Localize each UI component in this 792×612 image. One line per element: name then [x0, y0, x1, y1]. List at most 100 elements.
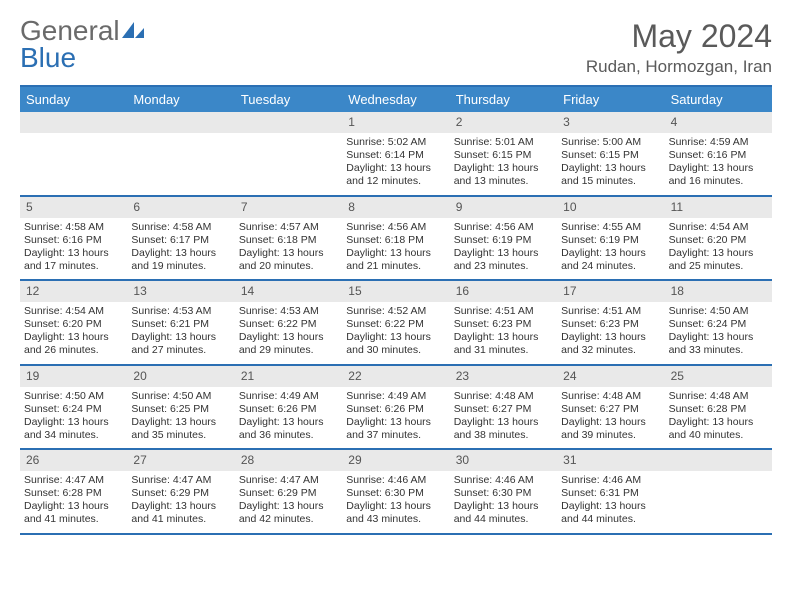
day-number: 18	[665, 281, 772, 302]
day-number: 5	[20, 197, 127, 218]
sunset-line: Sunset: 6:20 PM	[669, 234, 768, 247]
day-number-empty	[665, 450, 772, 471]
day-number: 14	[235, 281, 342, 302]
day-cell: 10Sunrise: 4:55 AMSunset: 6:19 PMDayligh…	[557, 197, 664, 280]
day-number: 1	[342, 112, 449, 133]
day-number: 24	[557, 366, 664, 387]
header: GeneralBlue May 2024 Rudan, Hormozgan, I…	[20, 18, 772, 77]
week-row: 1Sunrise: 5:02 AMSunset: 6:14 PMDaylight…	[20, 112, 772, 197]
sunrise-line: Sunrise: 4:57 AM	[239, 221, 338, 234]
day-cell: 16Sunrise: 4:51 AMSunset: 6:23 PMDayligh…	[450, 281, 557, 364]
sunrise-line: Sunrise: 4:59 AM	[669, 136, 768, 149]
daylight-line: Daylight: 13 hours and 29 minutes.	[239, 331, 338, 357]
logo-sail-icon	[120, 18, 146, 38]
day-number: 6	[127, 197, 234, 218]
day-number: 29	[342, 450, 449, 471]
sunrise-line: Sunrise: 4:53 AM	[131, 305, 230, 318]
day-header: Monday	[127, 87, 234, 112]
daylight-line: Daylight: 13 hours and 26 minutes.	[24, 331, 123, 357]
day-number: 30	[450, 450, 557, 471]
sunrise-line: Sunrise: 4:47 AM	[239, 474, 338, 487]
day-cell	[20, 112, 127, 195]
sunset-line: Sunset: 6:22 PM	[239, 318, 338, 331]
weeks-container: 1Sunrise: 5:02 AMSunset: 6:14 PMDaylight…	[20, 112, 772, 535]
sunrise-line: Sunrise: 4:47 AM	[24, 474, 123, 487]
day-number: 11	[665, 197, 772, 218]
day-number: 17	[557, 281, 664, 302]
day-cell: 6Sunrise: 4:58 AMSunset: 6:17 PMDaylight…	[127, 197, 234, 280]
day-number: 20	[127, 366, 234, 387]
day-cell: 17Sunrise: 4:51 AMSunset: 6:23 PMDayligh…	[557, 281, 664, 364]
day-header-row: Sunday Monday Tuesday Wednesday Thursday…	[20, 87, 772, 112]
daylight-line: Daylight: 13 hours and 44 minutes.	[561, 500, 660, 526]
sunset-line: Sunset: 6:24 PM	[669, 318, 768, 331]
title-month: May 2024	[586, 18, 772, 55]
daylight-line: Daylight: 13 hours and 39 minutes.	[561, 416, 660, 442]
sunrise-line: Sunrise: 4:48 AM	[454, 390, 553, 403]
day-number-empty	[235, 112, 342, 133]
sunset-line: Sunset: 6:28 PM	[24, 487, 123, 500]
day-cell: 22Sunrise: 4:49 AMSunset: 6:26 PMDayligh…	[342, 366, 449, 449]
day-cell: 7 Sunrise: 4:57 AMSunset: 6:18 PMDaylight…	[235, 197, 342, 280]
sunrise-line: Sunrise: 4:54 AM	[669, 221, 768, 234]
sunrise-line: Sunrise: 4:58 AM	[24, 221, 123, 234]
sunset-line: Sunset: 6:18 PM	[346, 234, 445, 247]
day-header: Friday	[557, 87, 664, 112]
sunset-line: Sunset: 6:25 PM	[131, 403, 230, 416]
daylight-line: Daylight: 13 hours and 41 minutes.	[131, 500, 230, 526]
daylight-line: Daylight: 13 hours and 13 minutes.	[454, 162, 553, 188]
logo: GeneralBlue	[20, 18, 146, 71]
sunrise-line: Sunrise: 4:51 AM	[454, 305, 553, 318]
daylight-line: Daylight: 13 hours and 41 minutes.	[24, 500, 123, 526]
day-cell	[235, 112, 342, 195]
day-cell: 19Sunrise: 4:50 AMSunset: 6:24 PMDayligh…	[20, 366, 127, 449]
sunrise-line: Sunrise: 5:01 AM	[454, 136, 553, 149]
sunrise-line: Sunrise: 4:54 AM	[24, 305, 123, 318]
day-cell: 25Sunrise: 4:48 AMSunset: 6:28 PMDayligh…	[665, 366, 772, 449]
daylight-line: Daylight: 13 hours and 35 minutes.	[131, 416, 230, 442]
daylight-line: Daylight: 13 hours and 42 minutes.	[239, 500, 338, 526]
sunrise-line: Sunrise: 4:56 AM	[454, 221, 553, 234]
sunset-line: Sunset: 6:15 PM	[561, 149, 660, 162]
sunset-line: Sunset: 6:24 PM	[24, 403, 123, 416]
sunrise-line: Sunrise: 5:02 AM	[346, 136, 445, 149]
day-header: Thursday	[450, 87, 557, 112]
sunrise-line: Sunrise: 4:49 AM	[239, 390, 338, 403]
daylight-line: Daylight: 13 hours and 24 minutes.	[561, 247, 660, 273]
day-cell: 11Sunrise: 4:54 AMSunset: 6:20 PMDayligh…	[665, 197, 772, 280]
day-number: 28	[235, 450, 342, 471]
sunset-line: Sunset: 6:30 PM	[454, 487, 553, 500]
sunrise-line: Sunrise: 4:50 AM	[131, 390, 230, 403]
daylight-line: Daylight: 13 hours and 17 minutes.	[24, 247, 123, 273]
sunset-line: Sunset: 6:18 PM	[239, 234, 338, 247]
day-number: 2	[450, 112, 557, 133]
sunset-line: Sunset: 6:19 PM	[561, 234, 660, 247]
day-header: Saturday	[665, 87, 772, 112]
sunset-line: Sunset: 6:27 PM	[454, 403, 553, 416]
day-number: 23	[450, 366, 557, 387]
sunset-line: Sunset: 6:29 PM	[131, 487, 230, 500]
week-row: 5Sunrise: 4:58 AMSunset: 6:16 PMDaylight…	[20, 197, 772, 282]
sunset-line: Sunset: 6:21 PM	[131, 318, 230, 331]
daylight-line: Daylight: 13 hours and 20 minutes.	[239, 247, 338, 273]
day-cell: 23Sunrise: 4:48 AMSunset: 6:27 PMDayligh…	[450, 366, 557, 449]
sunrise-line: Sunrise: 4:55 AM	[561, 221, 660, 234]
day-header: Wednesday	[342, 87, 449, 112]
sunrise-line: Sunrise: 4:56 AM	[346, 221, 445, 234]
daylight-line: Daylight: 13 hours and 40 minutes.	[669, 416, 768, 442]
week-row: 19Sunrise: 4:50 AMSunset: 6:24 PMDayligh…	[20, 366, 772, 451]
day-cell: 24Sunrise: 4:48 AMSunset: 6:27 PMDayligh…	[557, 366, 664, 449]
calendar: Sunday Monday Tuesday Wednesday Thursday…	[20, 85, 772, 535]
sunset-line: Sunset: 6:26 PM	[239, 403, 338, 416]
day-number: 7	[235, 197, 342, 218]
sunset-line: Sunset: 6:23 PM	[454, 318, 553, 331]
day-header: Sunday	[20, 87, 127, 112]
day-cell: 15Sunrise: 4:52 AMSunset: 6:22 PMDayligh…	[342, 281, 449, 364]
day-number: 31	[557, 450, 664, 471]
day-cell: 2Sunrise: 5:01 AMSunset: 6:15 PMDaylight…	[450, 112, 557, 195]
sunrise-line: Sunrise: 4:52 AM	[346, 305, 445, 318]
daylight-line: Daylight: 13 hours and 21 minutes.	[346, 247, 445, 273]
day-cell: 5Sunrise: 4:58 AMSunset: 6:16 PMDaylight…	[20, 197, 127, 280]
logo-text-blue: Blue	[20, 42, 76, 73]
day-cell	[665, 450, 772, 533]
